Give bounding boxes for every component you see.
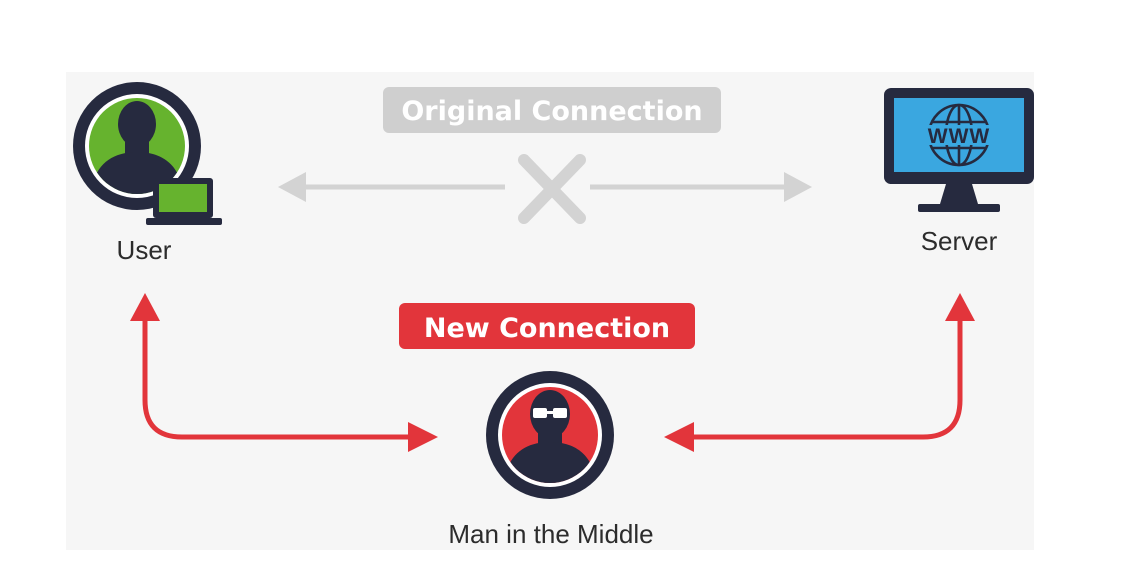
new-connection-badge: New Connection xyxy=(399,303,695,349)
server-node: WWW Server xyxy=(884,88,1034,256)
new-connection-label: New Connection xyxy=(424,313,670,344)
disconnected-x-icon xyxy=(518,154,586,224)
user-label: User xyxy=(117,235,172,265)
glasses-icon xyxy=(533,408,567,418)
hacker-avatar-icon xyxy=(486,371,614,499)
server-screen-text: WWW xyxy=(928,125,990,148)
user-node: User xyxy=(73,82,222,265)
server-label: Server xyxy=(921,226,998,256)
broken-connection-arrow xyxy=(278,172,812,202)
attacker-node: Man in the Middle xyxy=(448,371,654,549)
laptop-icon xyxy=(146,178,222,225)
server-to-attacker-arrow xyxy=(664,293,975,452)
attacker-label: Man in the Middle xyxy=(448,519,653,549)
original-connection-badge: Original Connection xyxy=(383,87,721,133)
monitor-icon xyxy=(884,88,1034,212)
user-to-attacker-arrow xyxy=(130,293,438,452)
original-connection-label: Original Connection xyxy=(401,96,702,127)
